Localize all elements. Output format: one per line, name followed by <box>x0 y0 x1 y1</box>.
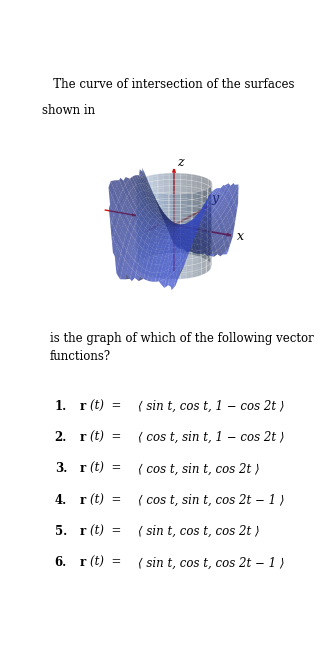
Text: (t)  =: (t) = <box>90 494 125 507</box>
Text: 3.: 3. <box>55 462 67 475</box>
Text: (t)  =: (t) = <box>90 525 125 538</box>
Text: The curve of intersection of the surfaces: The curve of intersection of the surface… <box>42 78 294 91</box>
Text: r: r <box>79 525 86 538</box>
Text: shown in: shown in <box>42 104 95 117</box>
Text: r: r <box>79 556 86 569</box>
Text: 6.: 6. <box>55 556 67 569</box>
Text: r: r <box>79 431 86 444</box>
Text: (t)  =: (t) = <box>90 431 125 444</box>
Text: is the graph of which of the following vector
functions?: is the graph of which of the following v… <box>49 332 313 363</box>
Text: 5.: 5. <box>55 525 67 538</box>
Text: ⟨ cos t, sin t, cos 2t − 1 ⟩: ⟨ cos t, sin t, cos 2t − 1 ⟩ <box>138 494 284 507</box>
Text: 2.: 2. <box>55 431 67 444</box>
Text: (t)  =: (t) = <box>90 556 125 569</box>
Text: r: r <box>79 494 86 507</box>
Text: 1.: 1. <box>55 400 67 413</box>
Text: ⟨ sin t, cos t, cos 2t − 1 ⟩: ⟨ sin t, cos t, cos 2t − 1 ⟩ <box>138 556 284 569</box>
Text: ⟨ sin t, cos t, 1 − cos 2t ⟩: ⟨ sin t, cos t, 1 − cos 2t ⟩ <box>138 400 284 413</box>
Text: r: r <box>79 400 86 413</box>
Text: r: r <box>79 462 86 475</box>
Text: ⟨ cos t, sin t, 1 − cos 2t ⟩: ⟨ cos t, sin t, 1 − cos 2t ⟩ <box>138 431 284 444</box>
Text: ⟨ sin t, cos t, cos 2t ⟩: ⟨ sin t, cos t, cos 2t ⟩ <box>138 525 259 538</box>
Text: (t)  =: (t) = <box>90 462 125 475</box>
Text: (t)  =: (t) = <box>90 400 125 413</box>
Text: 4.: 4. <box>55 494 67 507</box>
Text: ⟨ cos t, sin t, cos 2t ⟩: ⟨ cos t, sin t, cos 2t ⟩ <box>138 462 259 475</box>
